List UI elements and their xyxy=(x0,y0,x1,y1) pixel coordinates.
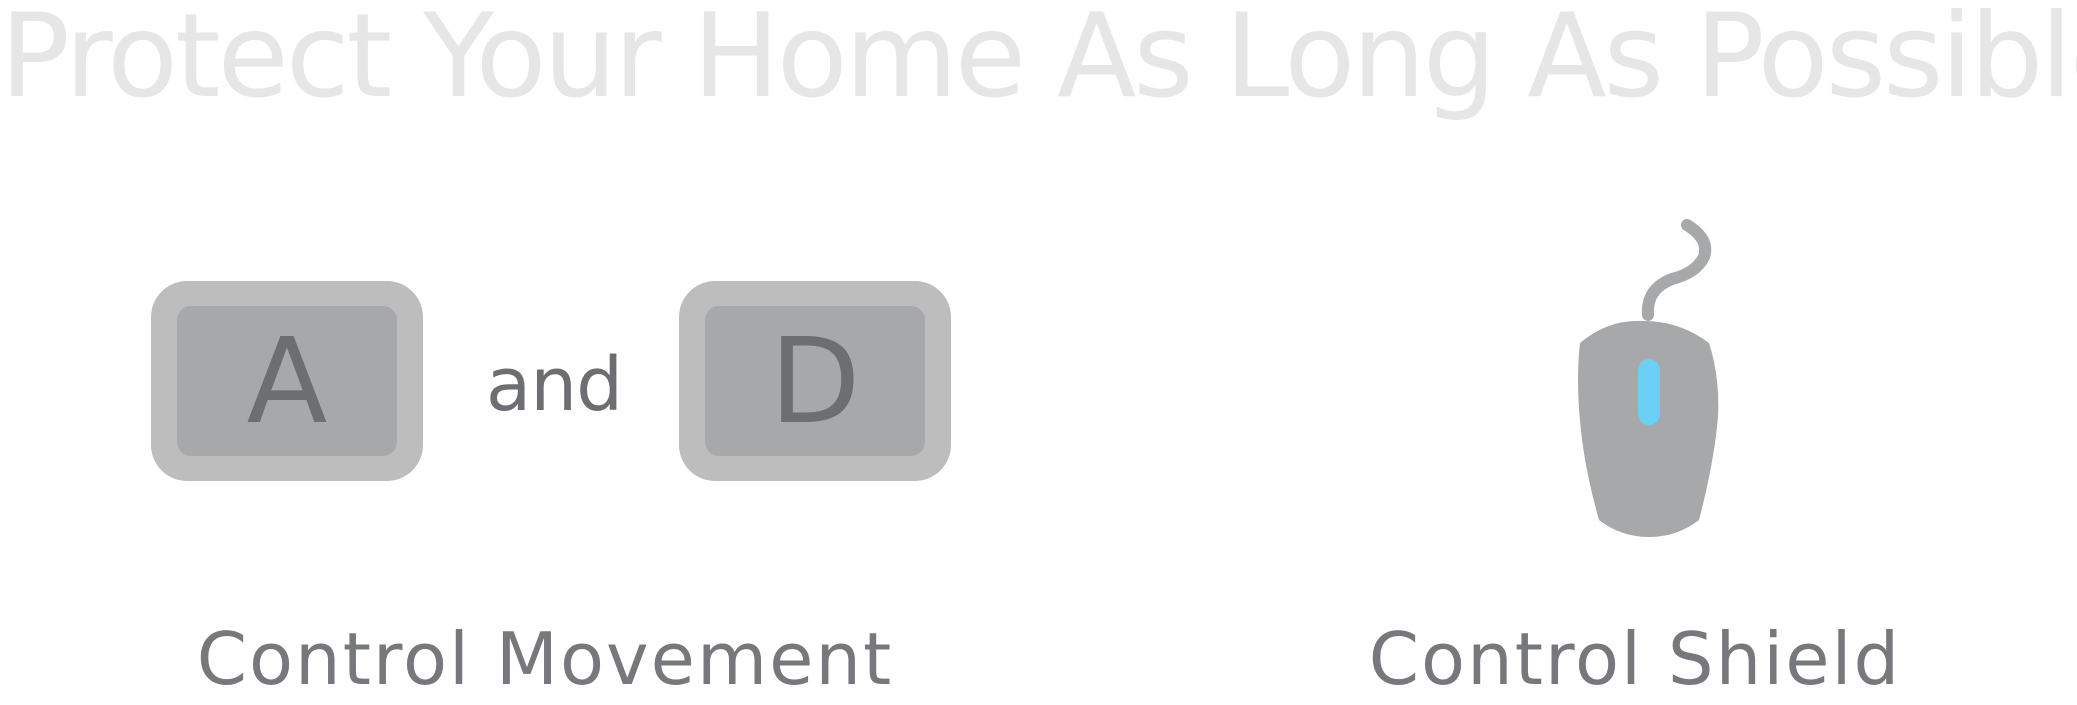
key-a-face: A xyxy=(177,306,397,456)
mouse-wheel xyxy=(1638,359,1660,425)
page-title: Protect Your Home As Long As Possible! xyxy=(0,0,2077,122)
movement-caption: Control Movement xyxy=(196,617,894,701)
mouse-body xyxy=(1578,320,1719,537)
key-d-label: D xyxy=(769,312,861,450)
key-a-label: A xyxy=(246,312,328,450)
key-a-icon: A xyxy=(151,281,423,481)
shield-caption: Control Shield xyxy=(1368,617,1902,701)
key-d-face: D xyxy=(705,306,925,456)
mouse-cable xyxy=(1641,219,1712,321)
key-d-icon: D xyxy=(679,281,951,481)
and-label: and xyxy=(485,342,623,428)
mouse-icon xyxy=(1578,219,1719,537)
